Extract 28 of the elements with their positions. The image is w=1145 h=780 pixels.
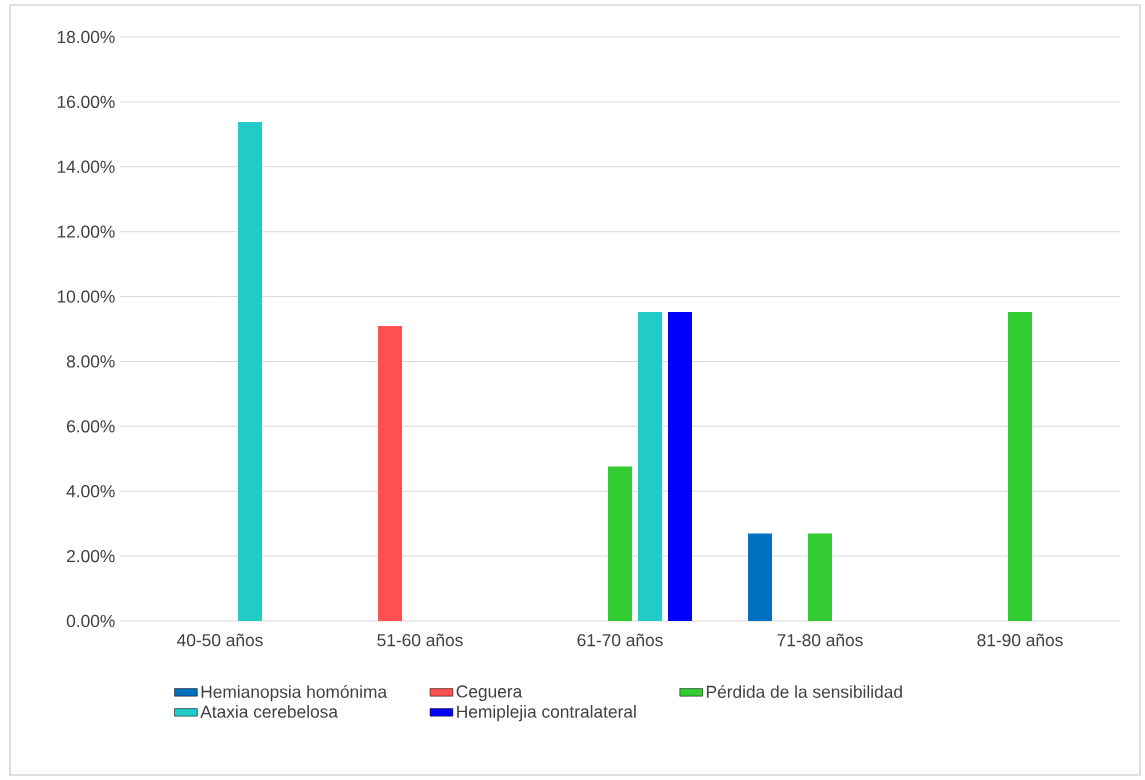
bar — [748, 533, 773, 621]
y-tick-label: 16.00% — [57, 95, 115, 109]
y-tick-label: 4.00% — [66, 485, 115, 498]
y-tick-label: 8.00% — [66, 355, 115, 368]
bar — [378, 326, 403, 621]
bar — [238, 121, 262, 621]
x-tick-label: 81-90 años — [977, 633, 1063, 647]
bar — [1008, 312, 1033, 621]
legend-label: Hemianopsia homónima — [201, 685, 388, 702]
bar — [608, 466, 633, 621]
x-tick-label: 61-70 años — [577, 633, 663, 647]
y-tick-label: 6.00% — [67, 420, 115, 433]
y-tick-label: 10.00% — [57, 290, 115, 303]
bar — [808, 533, 833, 621]
x-tick-label: 71-80 años — [777, 633, 863, 647]
legend-label: Ceguera — [456, 685, 523, 702]
y-tick-label: 18.00% — [57, 30, 115, 44]
x-tick-label: 51-60 años — [377, 633, 463, 647]
legend-label: Hemiplejia contralateral — [457, 705, 636, 722]
y-tick-label: 12.00% — [57, 225, 115, 238]
bar — [638, 312, 663, 621]
y-tick-label: 0.00% — [66, 614, 115, 628]
bar — [668, 312, 693, 621]
y-tick-label: 2.00% — [67, 549, 115, 563]
legend-label: Pérdida de la sensibilidad — [706, 685, 902, 698]
x-tick-label: 40-50 años — [177, 633, 263, 647]
legend-label: Ataxia cerebelosa — [200, 705, 338, 718]
y-tick-label: 14.00% — [57, 160, 115, 173]
